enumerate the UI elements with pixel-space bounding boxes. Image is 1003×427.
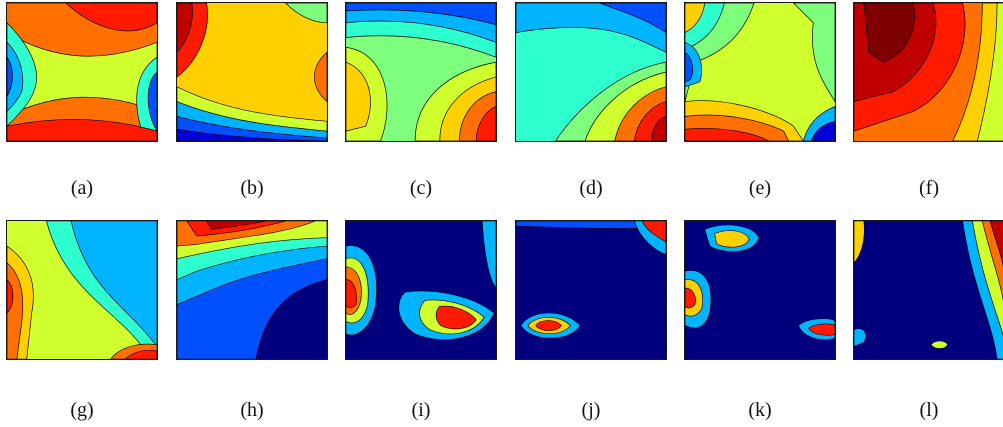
contour-plot-k	[685, 221, 835, 359]
contour-panel-d	[515, 2, 667, 142]
contour-panel-k	[684, 220, 836, 360]
contour-plot-i	[346, 221, 496, 359]
contour-plot-f	[854, 3, 1003, 141]
contour-plot-g	[7, 221, 157, 359]
contour-plot-d	[516, 3, 666, 141]
caption-h: (h)	[240, 399, 264, 421]
contour-panel-g	[6, 220, 158, 360]
contour-plot-e	[685, 3, 835, 141]
contour-plot-l	[854, 221, 1003, 359]
caption-e: (e)	[748, 177, 772, 199]
contour-plot-a	[7, 3, 157, 141]
contour-panel-a	[6, 2, 158, 142]
contour-panel-i	[345, 220, 497, 360]
caption-k: (k)	[748, 399, 772, 421]
contour-plot-j	[516, 221, 666, 359]
caption-g: (g)	[70, 399, 94, 421]
caption-i: (i)	[411, 399, 431, 421]
contour-panel-e	[684, 2, 836, 142]
contour-panel-f	[853, 2, 1003, 142]
caption-j: (j)	[581, 399, 601, 421]
contour-plot-h	[177, 221, 327, 359]
contour-plot-b	[177, 3, 327, 141]
contour-panel-h	[176, 220, 328, 360]
caption-a: (a)	[70, 177, 94, 199]
contour-panel-j	[515, 220, 667, 360]
caption-c: (c)	[409, 177, 433, 199]
contour-panel-b	[176, 2, 328, 142]
contour-panel-c	[345, 2, 497, 142]
contour-panel-l	[853, 220, 1003, 360]
caption-f: (f)	[919, 177, 939, 199]
caption-d: (d)	[579, 177, 603, 199]
caption-l: (l)	[919, 399, 939, 421]
caption-b: (b)	[240, 177, 264, 199]
contour-plot-c	[346, 3, 496, 141]
